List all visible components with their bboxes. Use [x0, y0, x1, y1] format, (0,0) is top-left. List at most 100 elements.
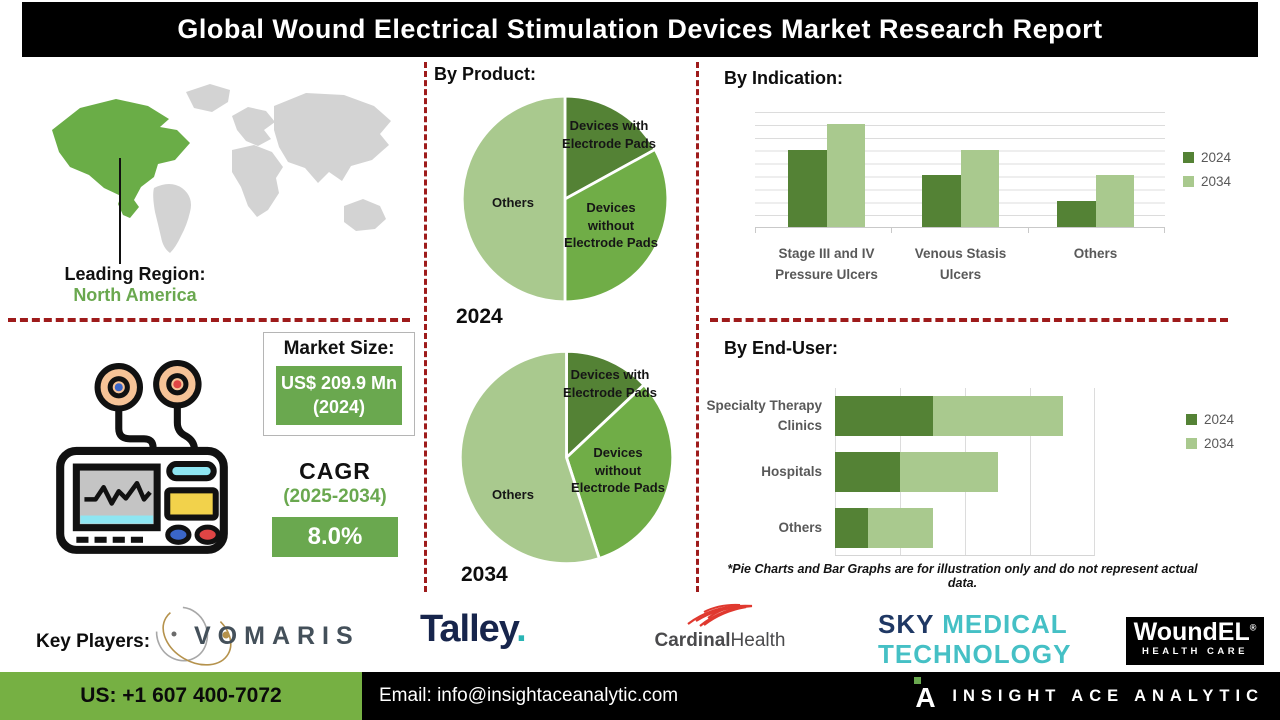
- logo-talley: Talley.: [420, 608, 527, 651]
- section-title-by-indication: By Indication:: [724, 68, 844, 88]
- pie-label-devices-without-pads: Devices without Electrode Pads: [571, 445, 665, 496]
- leading-region: Leading Region: North America: [30, 264, 240, 306]
- footer-bar: US: +1 607 400-7072 Email: info@insighta…: [0, 672, 1280, 720]
- legend-swatch-2024: [1183, 152, 1194, 163]
- end-user-segment-2034: [900, 452, 998, 492]
- pie-label-devices-without-pads: Devices without Electrode Pads: [564, 200, 658, 251]
- divider-middle-column: [696, 62, 699, 592]
- indication-bar-group: [788, 123, 865, 227]
- end-user-category-label: Others: [778, 520, 822, 536]
- device-graphic: [56, 360, 228, 554]
- legend-swatch-2034: [1183, 176, 1194, 187]
- cardinal-wings-icon: [687, 603, 753, 627]
- pie-slice: [565, 383, 675, 560]
- africa-shape: [232, 145, 283, 217]
- end-user-segment-2024: [835, 452, 900, 492]
- pie-chart-by-product-2034: Devices with Electrode Pads Devices with…: [457, 348, 676, 567]
- indication-bar-2034: [826, 123, 865, 227]
- end-user-bar-row: [835, 452, 998, 492]
- button-red: [194, 524, 221, 545]
- legend-text-2034: 2034: [1204, 436, 1235, 451]
- indication-category-label: Others: [1073, 246, 1118, 261]
- indication-legend: 2024 2034: [1183, 150, 1231, 189]
- footer-brand-name: INSIGHT ACE ANALYTIC: [952, 686, 1264, 705]
- axis-tick: [1164, 227, 1165, 233]
- sky-line1: SKY MEDICAL: [878, 609, 1068, 639]
- indication-bar-2034: [1095, 175, 1134, 227]
- logo-woundel: WoundEL® HEALTH CARE: [1126, 617, 1264, 665]
- logo-green-square: [914, 677, 922, 684]
- section-title-by-product: By Product:: [434, 64, 537, 84]
- footer-dark-area: Email: info@insightaceanalytic.com A INS…: [362, 672, 1280, 720]
- divider-right-horizontal: [710, 318, 1228, 322]
- vomaris-wordmark: VOMARIS: [194, 622, 360, 650]
- legend-text-2024: 2024: [1204, 412, 1235, 427]
- legend-swatch-2024: [1186, 414, 1197, 425]
- logo-a-glyph: A: [915, 682, 936, 713]
- cagr-card: CAGR (2025-2034) 8.0%: [260, 458, 410, 557]
- screen-strip: [80, 515, 154, 524]
- device-slot: [166, 461, 217, 482]
- logo-vomaris: VOMARIS: [152, 604, 357, 666]
- divider-left-column: [424, 62, 427, 592]
- footer-brand: A INSIGHT ACE ANALYTIC: [913, 677, 1280, 715]
- pie-slice: [565, 349, 646, 459]
- pie-slice: [458, 349, 601, 566]
- legend-swatch-2034: [1186, 438, 1197, 449]
- device-panel: [164, 487, 219, 521]
- legend-row-2024: 2024: [1183, 150, 1231, 165]
- pie-slice: [563, 94, 657, 201]
- indication-bar-2034: [960, 149, 999, 227]
- button-blue: [165, 524, 192, 545]
- map-pointer-line: [119, 158, 121, 264]
- axis-tick: [755, 227, 756, 233]
- indication-bar-chart: [755, 112, 1165, 233]
- pie-slice: [460, 94, 567, 304]
- vomaris-orbit-icon: [155, 606, 232, 666]
- indication-bar-2024: [922, 175, 961, 227]
- indication-bar-group: [1057, 175, 1134, 227]
- indication-bar-2024: [1057, 201, 1096, 227]
- greenland-shape: [186, 84, 230, 112]
- leading-region-value: North America: [73, 285, 197, 305]
- leading-region-label: Leading Region:: [64, 264, 206, 284]
- indication-bar-2024: [788, 149, 827, 227]
- logo-cardinal-health: CardinalHealth: [645, 600, 795, 652]
- end-user-bar-row: [835, 508, 933, 548]
- legend-row-2034: 2034: [1183, 174, 1231, 189]
- footer-email: Email: info@insightaceanalytic.com: [379, 685, 679, 706]
- divider-left-horizontal: [8, 318, 410, 322]
- electrode-wire-left: [115, 406, 157, 461]
- woundel-wordmark: WoundEL®: [1133, 618, 1257, 646]
- legend-text-2024: 2024: [1201, 150, 1232, 165]
- europe-shape: [232, 107, 275, 146]
- end-user-segment-2024: [835, 396, 933, 436]
- indication-category-label: Venous Stasis Ulcers: [914, 246, 1007, 282]
- page-title: Global Wound Electrical Stimulation Devi…: [177, 14, 1103, 44]
- market-size-value: US$ 209.9 Mn (2024): [276, 366, 402, 425]
- end-user-segment-2034: [932, 396, 1063, 436]
- footer-phone: US: +1 607 400-7072: [0, 672, 362, 720]
- australia-shape: [344, 199, 386, 231]
- end-user-category-label: Hospitals: [761, 464, 822, 480]
- section-title-by-end-user: By End-User:: [724, 338, 839, 358]
- indication-bar-group: [922, 149, 999, 227]
- legend-text-2034: 2034: [1201, 174, 1232, 189]
- stimulation-device-illustration: [46, 360, 238, 562]
- axis-tick: [891, 227, 892, 233]
- world-map-graphic: [52, 84, 391, 253]
- world-map: [38, 76, 410, 262]
- pie-year-2024: 2024: [456, 305, 503, 328]
- end-user-segment-2024: [835, 508, 868, 548]
- legend-row-2034: 2034: [1186, 436, 1234, 451]
- talley-dot: .: [516, 608, 527, 650]
- pie-label-devices-with-pads: Devices with Electrode Pads: [562, 118, 656, 151]
- talley-wordmark: Talley.: [420, 608, 527, 650]
- pie-label-others: Others: [492, 487, 534, 502]
- logo-sky-medical: SKY MEDICAL TECHNOLOGY: [878, 609, 1071, 670]
- cagr-value: 8.0%: [272, 517, 398, 557]
- key-players-label: Key Players:: [36, 631, 151, 652]
- pie-year-2034: 2034: [461, 563, 508, 586]
- cardinal-wordmark: CardinalHealth: [654, 630, 786, 651]
